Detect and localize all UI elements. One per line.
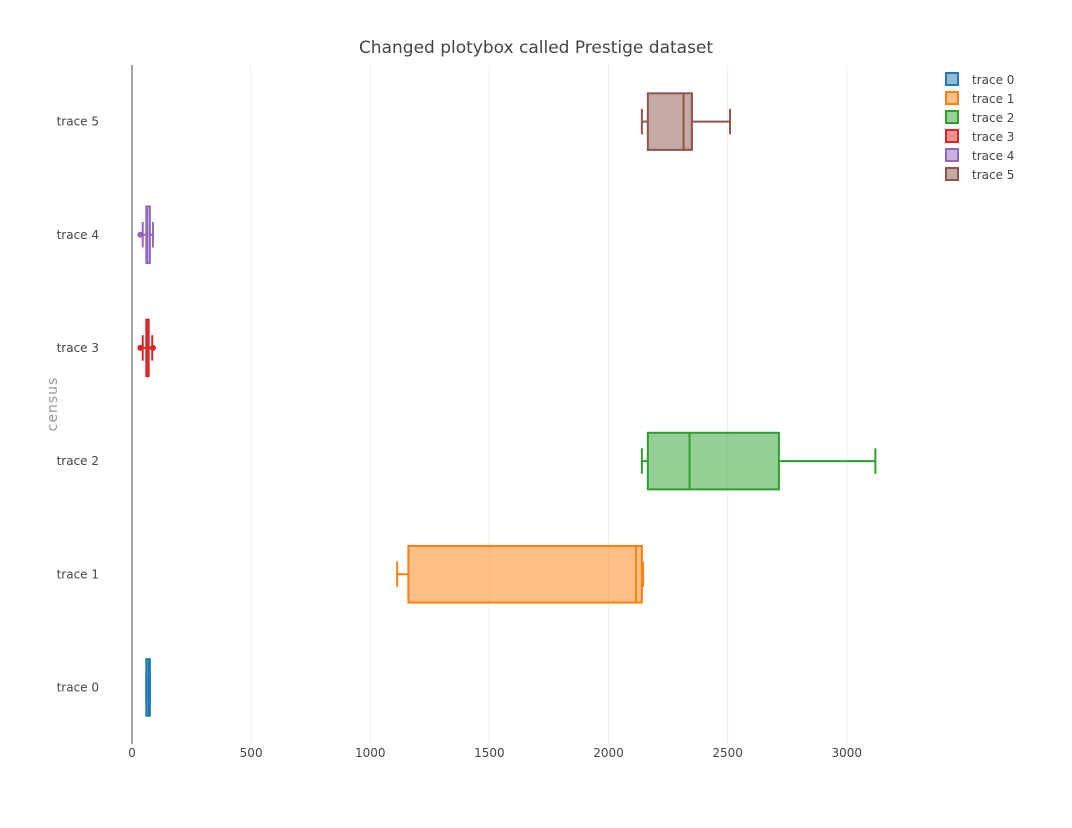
- box-plots: [137, 92, 877, 717]
- x-tick-label: 3000: [832, 746, 863, 760]
- box-trace-2: [640, 431, 877, 491]
- legend-swatch: [945, 129, 959, 143]
- legend-label: trace 4: [972, 149, 1014, 163]
- legend-item-trace-3[interactable]: trace 3: [945, 129, 1014, 144]
- box-trace-5: [640, 92, 732, 151]
- x-tick-label: 0: [128, 746, 136, 760]
- legend-item-trace-2[interactable]: trace 2: [945, 110, 1014, 125]
- legend-swatch: [945, 110, 959, 124]
- outlier-point: [149, 344, 156, 351]
- legend-label: trace 1: [972, 92, 1014, 106]
- legend-swatch: [945, 167, 959, 181]
- box-rect: [646, 92, 693, 151]
- legend-label: trace 0: [972, 73, 1014, 87]
- legend-item-trace-0[interactable]: trace 0: [945, 72, 1014, 87]
- legend-swatch: [945, 91, 959, 105]
- legend-label: trace 3: [972, 130, 1014, 144]
- outlier-point: [137, 231, 144, 238]
- x-tick-label: 500: [240, 746, 263, 760]
- box-rect: [407, 544, 643, 604]
- legend: trace 0 trace 1 trace 2 trace 3 trace 4 trace…: [945, 72, 1014, 182]
- y-tick-label: trace 5: [57, 115, 99, 129]
- x-tick-label: 2500: [712, 746, 743, 760]
- grid-lines: [250, 65, 848, 744]
- legend-label: trace 5: [972, 168, 1014, 182]
- legend-label: trace 2: [972, 111, 1014, 125]
- legend-item-trace-1[interactable]: trace 1: [945, 91, 1014, 106]
- y-tick-label: trace 1: [57, 567, 99, 581]
- y-tick-label: trace 0: [57, 680, 99, 694]
- legend-swatch: [945, 72, 959, 86]
- axes: 0 500 1000 1500 2000 2500 3000 trace 0 trace 1 tr…: [57, 65, 862, 760]
- legend-item-trace-4[interactable]: trace 4: [945, 148, 1014, 163]
- box-trace-3: [137, 318, 156, 378]
- legend-item-trace-5[interactable]: trace 5: [945, 167, 1014, 182]
- box-rect: [646, 431, 780, 491]
- y-tick-label: trace 2: [57, 454, 99, 468]
- outlier-point: [137, 344, 144, 351]
- y-tick-label: trace 4: [57, 228, 99, 242]
- y-axis-label: census: [45, 377, 61, 432]
- box-trace-4: [137, 205, 154, 265]
- x-tick-label: 2000: [593, 746, 624, 760]
- legend-swatch: [945, 148, 959, 162]
- chart-title: Changed plotybox called Prestige dataset: [359, 38, 713, 58]
- x-tick-label: 1000: [355, 746, 386, 760]
- y-tick-label: trace 3: [57, 341, 99, 355]
- x-tick-label: 1500: [474, 746, 505, 760]
- box-trace-0: [145, 658, 151, 717]
- box-trace-1: [396, 544, 645, 604]
